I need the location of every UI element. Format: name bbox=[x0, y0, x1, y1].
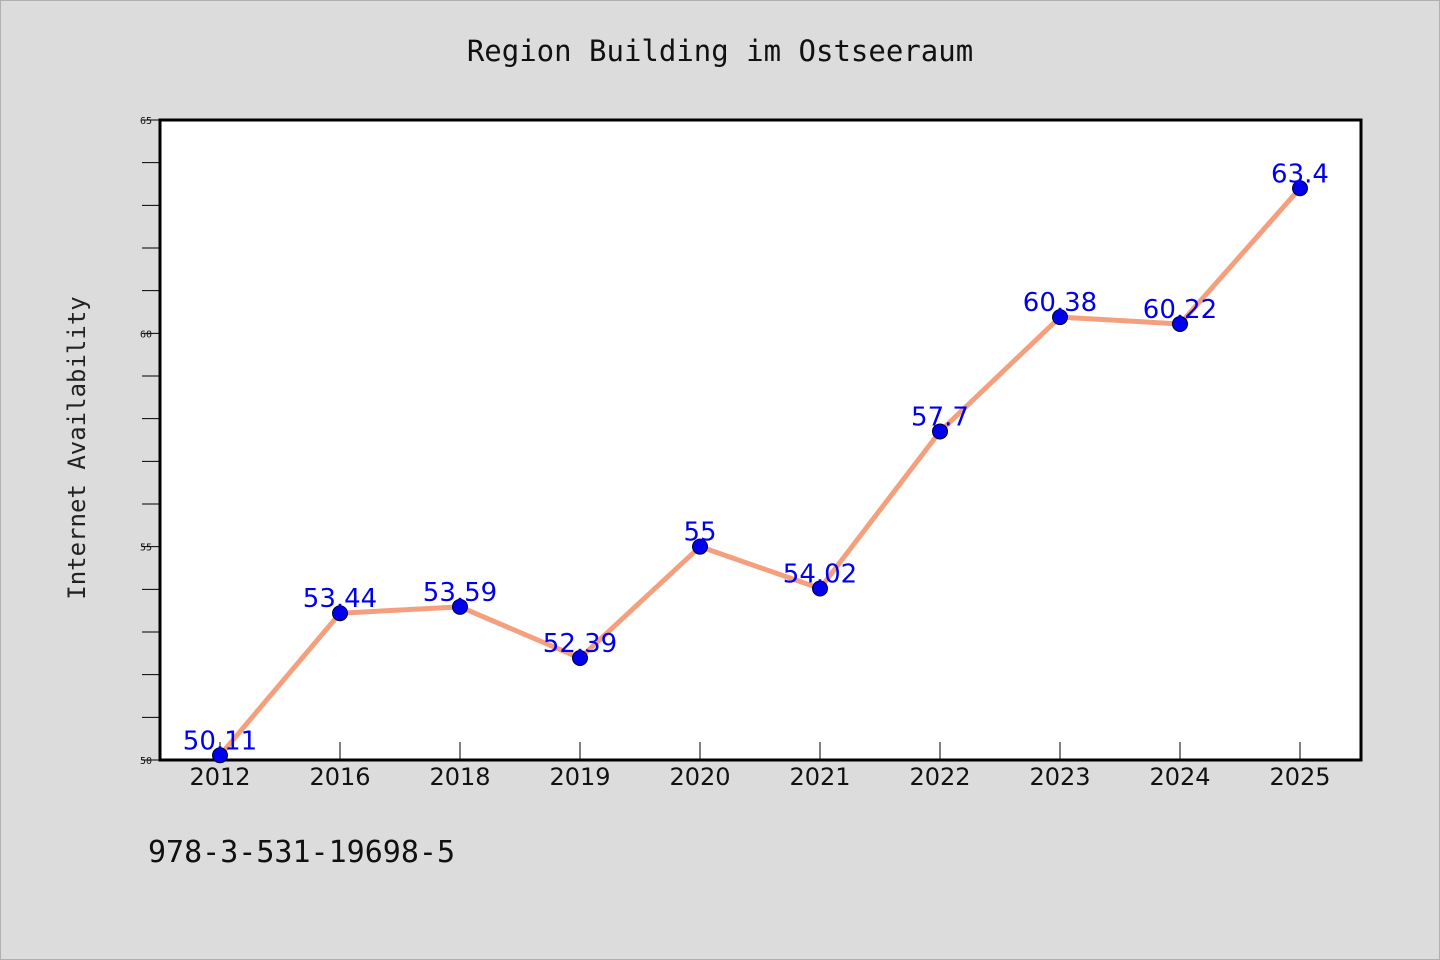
data-point bbox=[452, 598, 468, 615]
plot-area bbox=[158, 118, 1363, 762]
x-tick-label: 2023 bbox=[1029, 763, 1090, 791]
markers-group bbox=[212, 180, 1308, 764]
data-labels-group: 50.11 53.44 53.59 52.39 55 54.02 57.7 60.38 60.2… bbox=[183, 159, 1329, 756]
y-tick-label: 65 bbox=[140, 116, 152, 127]
data-label: 54.02 bbox=[783, 559, 857, 589]
data-label: 60.22 bbox=[1143, 295, 1217, 325]
data-label: 52.39 bbox=[543, 629, 617, 659]
data-label: 53.59 bbox=[423, 578, 497, 608]
data-point bbox=[812, 580, 828, 597]
data-label: 57.7 bbox=[911, 402, 969, 432]
data-label: 50.11 bbox=[183, 726, 257, 756]
data-point bbox=[1292, 180, 1308, 197]
x-tick-label: 2016 bbox=[309, 763, 370, 791]
chart-title: Region Building im Ostseeraum bbox=[466, 34, 974, 68]
data-point bbox=[932, 423, 948, 440]
x-tick-label: 2021 bbox=[789, 763, 850, 791]
x-tick-label: 2025 bbox=[1269, 763, 1330, 791]
y-tick-label: 60 bbox=[140, 329, 152, 340]
data-point bbox=[1172, 315, 1188, 332]
x-axis: 2012 2016 2018 2019 2020 2021 2022 2023 2024 2025 bbox=[189, 742, 1331, 791]
y-tick-label: 55 bbox=[140, 543, 152, 554]
series-line bbox=[217, 185, 1303, 758]
data-label: 63.4 bbox=[1271, 159, 1329, 189]
series-line-group bbox=[217, 185, 1303, 758]
x-tick-label: 2012 bbox=[189, 763, 250, 791]
data-label: 60.38 bbox=[1023, 288, 1097, 318]
data-point bbox=[692, 538, 708, 555]
x-tick-label: 2019 bbox=[549, 763, 610, 791]
x-tick-label: 2022 bbox=[909, 763, 970, 791]
data-point bbox=[1052, 309, 1068, 326]
data-label: 55 bbox=[683, 518, 716, 548]
data-point bbox=[572, 650, 588, 667]
y-tick-label: 50 bbox=[140, 756, 152, 767]
x-tick-label: 2020 bbox=[669, 763, 730, 791]
data-point bbox=[332, 605, 348, 622]
isbn-text: 978-3-531-19698-5 bbox=[148, 835, 456, 870]
x-tick-label: 2018 bbox=[429, 763, 490, 791]
x-tick-label: 2024 bbox=[1149, 763, 1210, 791]
y-axis-label: Internet Availability bbox=[63, 296, 91, 599]
data-point bbox=[212, 747, 228, 764]
y-axis: 50 55 60 65 bbox=[140, 116, 160, 767]
data-label: 53.44 bbox=[303, 584, 377, 614]
